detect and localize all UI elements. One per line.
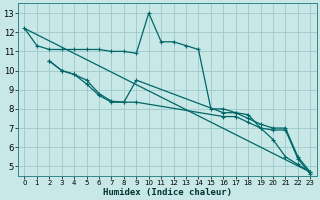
X-axis label: Humidex (Indice chaleur): Humidex (Indice chaleur) bbox=[103, 188, 232, 197]
